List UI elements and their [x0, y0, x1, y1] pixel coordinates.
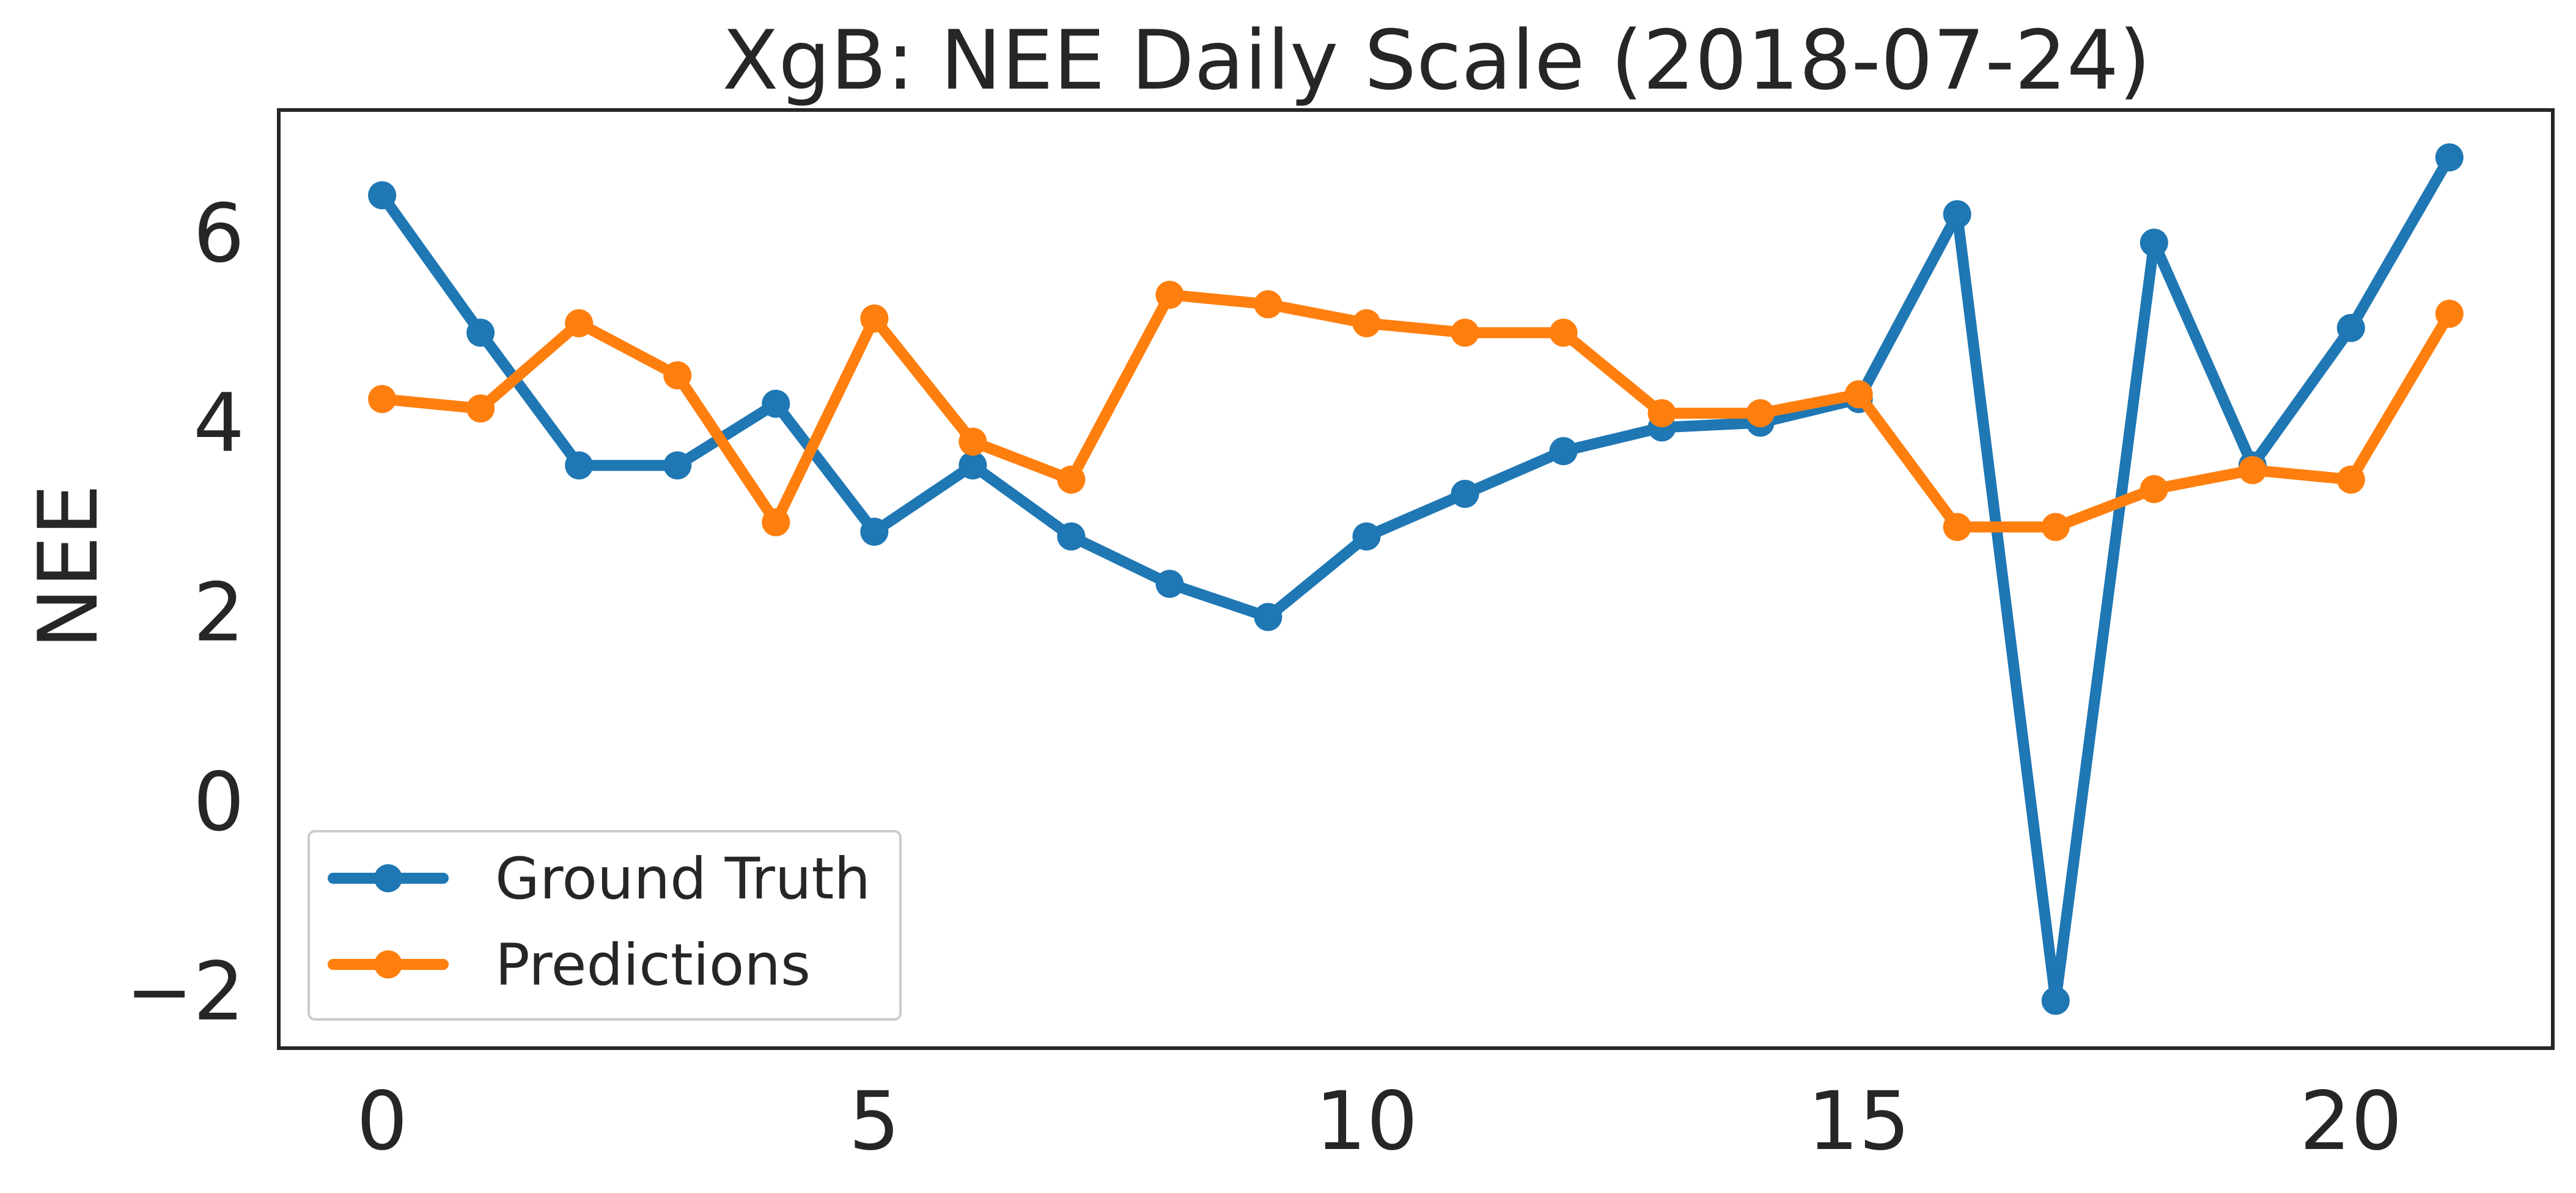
data-point — [466, 318, 495, 347]
data-point — [2041, 986, 2070, 1015]
chart-title: XgB: NEE Daily Scale (2018-07-24) — [723, 13, 2151, 108]
data-point — [860, 517, 889, 546]
data-point — [1155, 570, 1184, 598]
data-point — [1451, 479, 1479, 508]
data-point — [762, 389, 790, 418]
data-point — [860, 304, 889, 333]
data-point — [1057, 522, 1086, 551]
data-point — [565, 451, 594, 480]
data-point — [2041, 513, 2070, 541]
legend-box — [307, 830, 902, 1021]
data-point — [959, 427, 987, 456]
data-point — [1451, 318, 1479, 347]
data-point — [2435, 299, 2464, 328]
legend: Ground Truth Predictions — [307, 830, 902, 1021]
data-point — [959, 451, 987, 480]
data-point — [1352, 522, 1381, 551]
data-point — [1943, 200, 1971, 229]
data-point — [663, 361, 692, 390]
data-point — [1943, 513, 1971, 541]
data-point — [2140, 475, 2168, 504]
y-tick-label: 2 — [193, 566, 245, 660]
series-layer — [368, 143, 2464, 1015]
data-point — [1254, 290, 1282, 318]
series-line — [377, 152, 2455, 1007]
x-tick-label: 20 — [2300, 1074, 2402, 1169]
plot-area-frame — [277, 108, 2555, 1050]
data-point — [1057, 465, 1086, 494]
x-tick-label: 0 — [356, 1074, 408, 1169]
x-axis-ticks: 0 5 10 15 20 — [356, 1074, 2402, 1169]
data-point — [565, 309, 594, 337]
data-point — [466, 394, 495, 423]
y-tick-label: −2 — [125, 945, 245, 1039]
data-point — [368, 384, 397, 413]
x-tick-label: 5 — [848, 1074, 900, 1169]
data-point — [1549, 318, 1578, 347]
data-point — [1155, 281, 1184, 309]
data-point — [2140, 229, 2168, 257]
legend-item: Ground Truth — [328, 846, 870, 912]
x-tick-label: 10 — [1315, 1074, 1418, 1169]
data-point — [1844, 380, 1873, 409]
legend-label: Predictions — [495, 932, 811, 999]
y-tick-label: 0 — [193, 755, 245, 850]
legend-swatch-marker — [374, 950, 402, 978]
data-point — [2238, 456, 2267, 485]
data-point — [2435, 143, 2464, 172]
data-point — [1352, 309, 1381, 337]
data-point — [663, 451, 692, 480]
series-predictions — [368, 281, 2464, 541]
data-point — [1647, 399, 1676, 428]
series-line — [377, 289, 2455, 533]
y-tick-label: 6 — [193, 187, 245, 281]
data-point — [1549, 437, 1578, 466]
data-point — [1254, 603, 1282, 631]
data-point — [2336, 314, 2365, 342]
data-point — [1746, 399, 1775, 428]
legend-item: Predictions — [328, 932, 811, 999]
x-tick-label: 15 — [1808, 1074, 1910, 1169]
y-tick-label: 4 — [193, 376, 245, 471]
y-axis-label: NEE — [21, 484, 116, 649]
legend-label: Ground Truth — [495, 846, 870, 912]
data-point — [368, 181, 397, 210]
y-axis-ticks: −2 0 2 4 6 — [125, 187, 245, 1039]
data-point — [2336, 465, 2365, 494]
legend-swatch-marker — [374, 864, 402, 892]
data-point — [762, 508, 790, 537]
